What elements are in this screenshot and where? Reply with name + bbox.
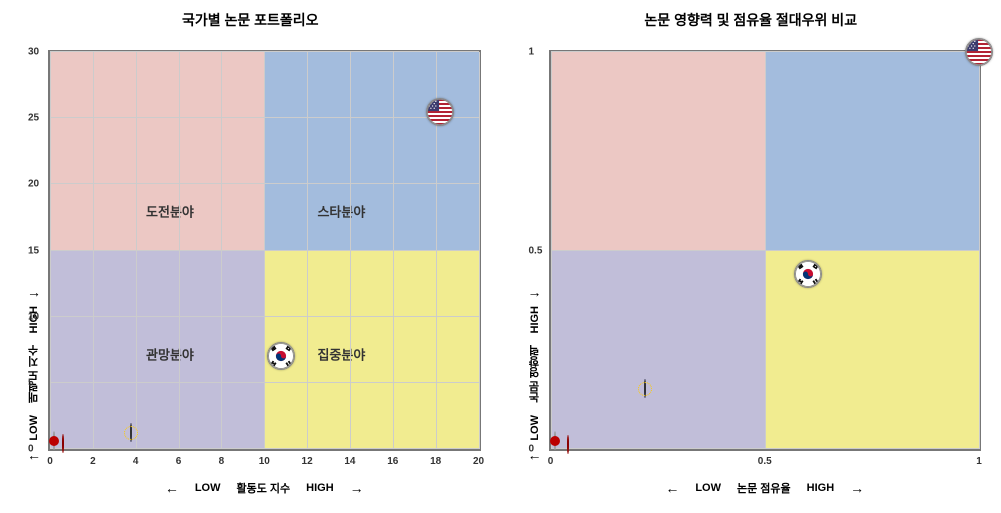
y-low-label: LOW xyxy=(529,415,541,441)
grid-line xyxy=(551,51,980,52)
quadrant-tr xyxy=(765,52,979,251)
arrow-up-icon: → xyxy=(27,284,41,300)
quadrant-label: 관망분야 xyxy=(146,344,194,363)
y-axis-label: 논문 영향력 xyxy=(527,345,543,403)
x-tick-label: 8 xyxy=(219,456,225,467)
plot-wrap: 00.5100.51 ← LOW 논문 점유율 HIGH → xyxy=(549,50,982,503)
x-high-label: HIGH xyxy=(807,482,835,494)
x-axis-label: 논문 점유율 xyxy=(737,480,791,496)
x-axis-label: 활동도 지수 xyxy=(237,480,291,496)
x-tick-label: 12 xyxy=(302,456,313,467)
grid-line xyxy=(551,52,552,449)
data-point-kr xyxy=(267,342,295,370)
data-point-eu xyxy=(130,424,132,442)
grid-line xyxy=(93,52,94,449)
y-tick-label: 1 xyxy=(529,47,535,58)
x-axis-labels: ← LOW 활동도 지수 HIGH → xyxy=(48,473,481,503)
arrow-right-icon: → xyxy=(850,480,864,496)
data-point-us xyxy=(965,38,993,66)
grid-line xyxy=(50,448,479,449)
y-tick-label: 0 xyxy=(28,444,34,455)
grid-line xyxy=(479,52,480,449)
x-tick-label: 2 xyxy=(90,456,96,467)
y-low-label: LOW xyxy=(28,415,40,441)
grid-line xyxy=(393,52,394,449)
grid-line xyxy=(551,448,980,449)
quadrant-br xyxy=(264,251,478,450)
grid-line xyxy=(979,52,980,449)
data-point-kr xyxy=(794,260,822,288)
y-high-label: HIGH xyxy=(529,306,541,334)
quadrant-label: 도전분야 xyxy=(146,201,194,220)
grid-line xyxy=(264,52,265,449)
grid-line xyxy=(50,52,51,449)
arrow-up-icon: → xyxy=(528,284,542,300)
x-low-label: LOW xyxy=(195,482,221,494)
chart-panel-advantage: 논문 영향력 및 점유율 절대우위 비교 ← LOW 논문 영향력 HIGH →… xyxy=(521,10,982,503)
x-tick-label: 16 xyxy=(387,456,398,467)
y-tick-label: 5 xyxy=(28,377,34,388)
data-point-cn xyxy=(62,435,64,453)
grid-line xyxy=(50,250,479,251)
chart-title: 국가별 논문 포트폴리오 xyxy=(20,10,481,30)
plot-area: 00.5100.51 xyxy=(549,50,982,451)
grid-line xyxy=(136,52,137,449)
x-high-label: HIGH xyxy=(306,482,334,494)
quadrant-label: 집중분야 xyxy=(317,344,365,363)
y-tick-label: 0.5 xyxy=(529,245,543,256)
y-tick-label: 30 xyxy=(28,47,39,58)
x-tick-label: 6 xyxy=(176,456,182,467)
quadrant-tl xyxy=(50,52,264,251)
y-tick-label: 10 xyxy=(28,311,39,322)
data-point-us xyxy=(426,98,454,126)
y-tick-label: 15 xyxy=(28,245,39,256)
grid-line xyxy=(350,52,351,449)
x-tick-label: 18 xyxy=(430,456,441,467)
grid-line xyxy=(50,117,479,118)
y-tick-label: 0 xyxy=(529,444,535,455)
plot-wrap: 도전분야스타분야관망분야집중분야024681012141618200510152… xyxy=(48,50,481,503)
quadrant-label: 스타분야 xyxy=(317,201,365,220)
data-point-cn xyxy=(567,436,569,454)
x-tick-label: 1 xyxy=(976,456,982,467)
x-tick-label: 0 xyxy=(548,456,554,467)
x-tick-label: 14 xyxy=(344,456,355,467)
data-point-jp xyxy=(554,432,556,450)
chart-body: ← LOW 매력도 지수 HIGH → 도전분야 스타분야관망분야 집중분야 0 2 4 6… xyxy=(20,50,481,503)
quadrant-bl xyxy=(551,251,765,450)
chart-panel-portfolio: 국가별 논문 포트폴리오 ← LOW 매력도 지수 HIGH → 도전분야 스타분… xyxy=(20,10,481,503)
x-tick-label: 10 xyxy=(259,456,270,467)
grid-line xyxy=(50,183,479,184)
data-point-eu xyxy=(644,380,646,398)
quadrant-tr xyxy=(264,52,478,251)
y-axis-label: 매력도 지수 xyxy=(26,345,42,403)
grid-line xyxy=(221,52,222,449)
arrow-left-icon: ← xyxy=(165,480,179,496)
arrow-left-icon: ← xyxy=(665,480,679,496)
chart-title: 논문 영향력 및 점유율 절대우위 비교 xyxy=(521,10,982,30)
quadrant-tl xyxy=(551,52,765,251)
chart-body: ← LOW 논문 영향력 HIGH → 00.5100.51 ← LOW 논문 … xyxy=(521,50,982,503)
y-tick-label: 25 xyxy=(28,113,39,124)
x-tick-label: 20 xyxy=(473,456,484,467)
grid-line xyxy=(50,316,479,317)
y-axis-labels: ← LOW 논문 영향력 HIGH → xyxy=(521,50,549,503)
grid-line xyxy=(307,52,308,449)
x-low-label: LOW xyxy=(695,482,721,494)
x-axis-labels: ← LOW 논문 점유율 HIGH → xyxy=(549,473,982,503)
data-point-jp xyxy=(53,432,55,450)
grid-line xyxy=(50,51,479,52)
grid-line xyxy=(179,52,180,449)
y-tick-label: 20 xyxy=(28,179,39,190)
x-tick-label: 0.5 xyxy=(758,456,772,467)
grid-line xyxy=(551,250,980,251)
x-tick-label: 4 xyxy=(133,456,139,467)
plot-area: 도전분야스타분야관망분야집중분야024681012141618200510152… xyxy=(48,50,481,451)
grid-line xyxy=(765,52,766,449)
grid-line xyxy=(50,382,479,383)
x-tick-label: 0 xyxy=(47,456,53,467)
arrow-right-icon: → xyxy=(350,480,364,496)
